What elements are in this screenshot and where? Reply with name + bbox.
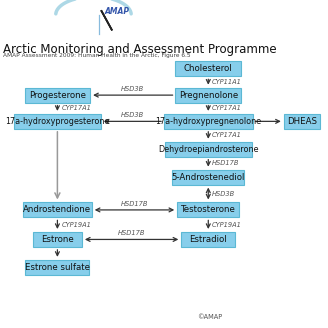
FancyBboxPatch shape: [23, 202, 92, 217]
Text: Estrone: Estrone: [41, 235, 74, 244]
Text: Progesterone: Progesterone: [29, 91, 86, 100]
Text: HSD17B: HSD17B: [121, 201, 148, 207]
Text: Dehydroepiandrosterone: Dehydroepiandrosterone: [158, 145, 258, 154]
Text: DHEAS: DHEAS: [287, 117, 317, 126]
Text: 5-Androstenediol: 5-Androstenediol: [172, 173, 245, 182]
FancyBboxPatch shape: [164, 114, 253, 129]
Text: 17a-hydroxypregnenolone: 17a-hydroxypregnenolone: [155, 117, 261, 126]
Text: CYP17A1: CYP17A1: [212, 132, 242, 138]
Text: AMAP Assessment 2009: Human Health in the Arctic, Figure 6.5: AMAP Assessment 2009: Human Health in th…: [3, 53, 191, 58]
FancyBboxPatch shape: [284, 114, 320, 129]
Text: AMAP: AMAP: [104, 7, 129, 16]
FancyBboxPatch shape: [177, 202, 239, 217]
Text: CYP19A1: CYP19A1: [61, 222, 91, 228]
FancyBboxPatch shape: [181, 232, 236, 247]
Text: ©AMAP: ©AMAP: [197, 314, 222, 320]
Text: HSD3B: HSD3B: [212, 191, 236, 196]
Text: HSD17B: HSD17B: [212, 160, 239, 166]
Text: Estrone sulfate: Estrone sulfate: [25, 263, 90, 272]
Text: 17a-hydroxyprogesterone: 17a-hydroxyprogesterone: [5, 117, 110, 126]
Text: CYP19A1: CYP19A1: [212, 222, 242, 228]
Text: CYP17A1: CYP17A1: [212, 105, 242, 111]
Text: Androstendione: Androstendione: [23, 205, 92, 215]
Text: HSD17B: HSD17B: [118, 230, 145, 236]
Text: Cholesterol: Cholesterol: [184, 64, 233, 73]
Text: Pregnenolone: Pregnenolone: [179, 91, 238, 100]
FancyBboxPatch shape: [14, 114, 101, 129]
FancyBboxPatch shape: [172, 170, 244, 185]
FancyBboxPatch shape: [175, 88, 241, 103]
Text: CYP11A1: CYP11A1: [212, 79, 242, 85]
Text: Estradiol: Estradiol: [190, 235, 227, 244]
Text: Arctic Monitoring and Assessment Programme: Arctic Monitoring and Assessment Program…: [3, 43, 277, 56]
Text: HSD3B: HSD3B: [121, 112, 144, 118]
Text: CYP17A1: CYP17A1: [61, 105, 91, 111]
Text: Testosterone: Testosterone: [181, 205, 236, 215]
FancyBboxPatch shape: [25, 260, 89, 275]
Text: HSD3B: HSD3B: [121, 86, 144, 92]
FancyBboxPatch shape: [25, 88, 90, 103]
FancyBboxPatch shape: [175, 61, 241, 76]
FancyBboxPatch shape: [33, 232, 82, 247]
FancyBboxPatch shape: [165, 142, 252, 157]
